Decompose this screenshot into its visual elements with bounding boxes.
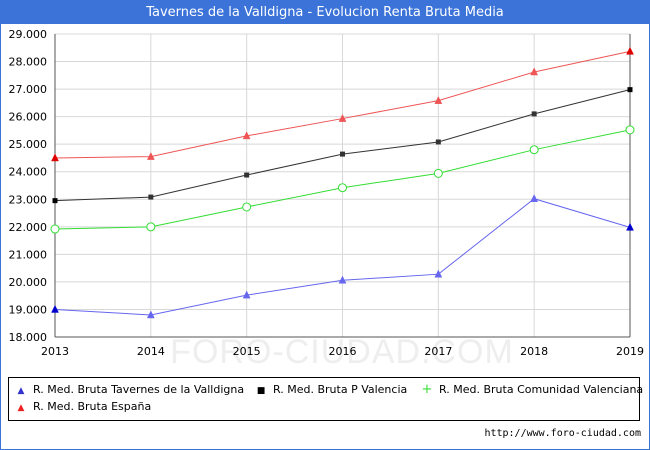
data-point [340,151,345,157]
data-point [435,139,441,145]
y-tick-label: 28.000 [9,56,48,69]
legend-triangle-icon: ▲ [17,386,25,396]
data-point [242,202,252,212]
y-tick-label: 23.000 [9,193,48,206]
data-point [530,194,539,202]
data-point [433,168,443,178]
data-point [51,304,59,313]
y-tick-label: 25.000 [9,138,48,151]
y-tick-label: 29.000 [9,28,48,41]
legend-item-p-valencia: ■ R. Med. Bruta P Valencia [255,383,408,398]
y-tick-label: 18.000 [9,331,48,344]
legend: ▲ R. Med. Bruta Tavernes de la Valldigna … [8,377,644,421]
legend-label: R. Med. Bruta España [33,400,152,413]
legend-square-icon: ■ [256,386,266,396]
legend-label: R. Med. Bruta P Valencia [273,383,408,396]
x-tick-label: 2014 [137,345,165,358]
data-point [242,131,251,140]
x-tick-label: 2015 [233,345,261,358]
data-point [244,172,250,178]
legend-plus-icon: + [421,382,433,397]
data-point [529,145,539,155]
x-tick-label: 2013 [41,345,69,358]
series-group [50,46,635,319]
legend-label: R. Med. Bruta Comunidad Valenciana [439,383,644,396]
legend-label: R. Med. Bruta Tavernes de la Valldigna [33,383,245,396]
y-tick-label: 21.000 [9,248,48,261]
x-tick-label: 2017 [424,345,452,358]
data-point [242,290,251,299]
watermark: FORO-CIUDAD.COM [170,333,514,371]
y-tick-label: 26.000 [9,111,48,124]
data-point [626,46,634,55]
data-point [434,269,443,278]
data-point [146,310,155,319]
data-point [627,87,633,93]
legend-item-espana: ▲ R. Med. Bruta España [15,400,152,415]
y-tick-label: 19.000 [9,303,48,316]
data-point [146,222,156,232]
axes: 18.000 19.000 20.000 21.000 22.000 23.000 24.0… [9,28,645,358]
data-point [51,153,59,162]
data-point [338,183,347,193]
legend-triangle-icon: ▲ [17,403,25,413]
legend-item-tavernes: ▲ R. Med. Bruta Tavernes de la Valldigna [15,383,245,398]
x-tick-label: 2018 [520,345,548,358]
y-tick-label: 22.000 [9,221,48,234]
x-tick-label: 2019 [616,345,644,358]
source-url: http://www.foro-ciudad.com [484,428,641,439]
data-point [434,96,443,104]
data-point [530,67,539,76]
data-point [625,125,635,135]
y-tick-label: 24.000 [9,166,48,179]
x-tick-label: 2016 [329,345,357,358]
data-point [52,198,58,204]
y-tick-label: 20.000 [9,276,48,289]
data-point [148,194,154,200]
data-point [50,224,60,234]
chart-title: Tavernes de la Valldigna - Evolucion Ren… [1,1,649,24]
data-point [338,114,347,122]
data-point [531,111,537,117]
data-point [146,152,155,160]
data-point [338,275,347,284]
y-tick-label: 27.000 [9,83,48,96]
data-point [626,222,634,231]
legend-item-comunidad: + R. Med. Bruta Comunidad Valenciana [421,382,644,397]
